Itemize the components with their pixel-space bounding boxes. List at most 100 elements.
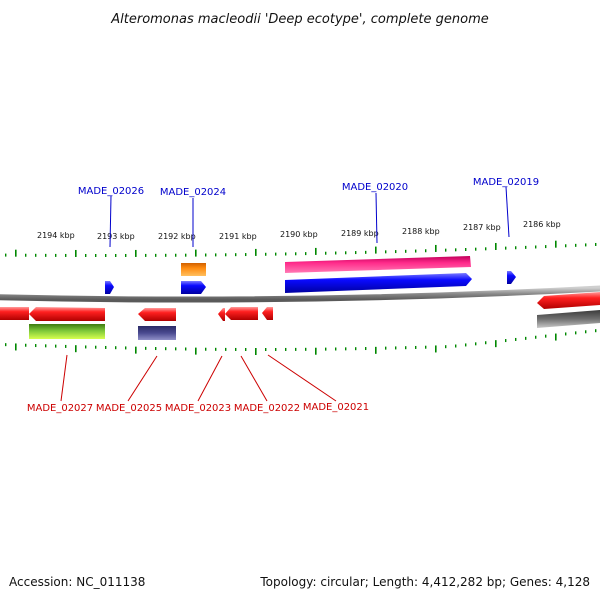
minor-tick (65, 253, 67, 257)
accession-text: Accession: NC_011138 (9, 575, 145, 589)
feature-block[interactable] (181, 263, 206, 276)
minor-tick (595, 329, 597, 333)
gene-arrow[interactable] (29, 307, 105, 321)
minor-tick (545, 334, 547, 338)
scale-labels: 2194 kbp 2193 kbp 2192 kbp 2191 kbp 2190… (37, 220, 561, 241)
minor-tick (575, 331, 577, 335)
minor-tick (565, 332, 567, 336)
minor-tick (35, 253, 37, 257)
minor-tick (5, 253, 7, 257)
scale-label: 2194 kbp (37, 231, 75, 240)
scale-label: 2188 kbp (402, 227, 440, 236)
minor-tick (525, 336, 527, 340)
minor-tick (355, 347, 357, 351)
genome-backbone (0, 285, 600, 303)
minor-tick (295, 252, 297, 256)
minor-tick (345, 347, 347, 351)
minor-tick (425, 345, 427, 349)
gene-arrow[interactable] (262, 307, 273, 320)
minor-tick (45, 344, 47, 348)
minor-tick (185, 253, 187, 257)
major-tick (75, 249, 77, 257)
gene-arrow[interactable] (537, 292, 600, 309)
gene-arrow[interactable] (285, 273, 472, 293)
gene-arrow[interactable] (225, 307, 258, 320)
minor-tick (325, 347, 327, 351)
gene-label-made-02021[interactable]: MADE_02021 (303, 402, 369, 413)
minor-tick (445, 248, 447, 252)
minor-tick (215, 347, 217, 351)
major-tick (315, 247, 317, 255)
scale-label: 2186 kbp (523, 220, 561, 229)
gene-label-made-02027[interactable]: MADE_02027 (27, 403, 93, 414)
minor-tick (295, 347, 297, 351)
gene-label-made-02022[interactable]: MADE_02022 (234, 403, 300, 414)
feature-block[interactable] (138, 326, 176, 340)
minor-tick (265, 347, 267, 351)
minor-tick (305, 252, 307, 256)
minor-tick (535, 335, 537, 339)
minor-tick (245, 347, 247, 351)
gene-arrow[interactable] (218, 308, 225, 321)
minor-tick (215, 253, 217, 257)
minor-tick (95, 253, 97, 257)
minor-tick (145, 346, 147, 350)
minor-tick (235, 253, 237, 257)
minor-tick (545, 245, 547, 249)
gene-arrow[interactable] (138, 308, 176, 321)
gene-label-made-02026[interactable]: MADE_02026 (78, 186, 144, 197)
minor-tick (85, 253, 87, 257)
gene-label-made-02019[interactable]: MADE_02019 (473, 177, 539, 188)
minor-tick (475, 342, 477, 346)
minor-tick (535, 245, 537, 249)
major-tick (15, 343, 17, 351)
minor-tick (505, 339, 507, 343)
gene-arrow[interactable] (181, 281, 206, 294)
label-leader-line (267, 354, 337, 402)
minor-tick (575, 243, 577, 247)
topology-summary-text: Topology: circular; Length: 4,412,282 bp… (259, 575, 590, 589)
minor-tick (305, 347, 307, 351)
feature-block[interactable] (537, 310, 600, 328)
minor-tick (285, 252, 287, 256)
minor-tick (265, 252, 267, 256)
minor-tick (115, 253, 117, 257)
label-leader-line (375, 192, 378, 244)
minor-tick (465, 343, 467, 347)
top-gene-labels: MADE_02026 MADE_02024 MADE_02020 MADE_02… (78, 177, 539, 248)
minor-tick (455, 248, 457, 252)
minor-tick (515, 246, 517, 250)
feature-block[interactable] (285, 256, 471, 273)
gene-label-made-02025[interactable]: MADE_02025 (96, 403, 162, 414)
gene-label-made-02023[interactable]: MADE_02023 (165, 403, 231, 414)
minor-tick (55, 253, 57, 257)
minor-tick (155, 253, 157, 257)
scale-label: 2193 kbp (97, 232, 135, 241)
major-tick (555, 333, 557, 341)
gene-label-made-02020[interactable]: MADE_02020 (342, 182, 408, 193)
gene-label-made-02024[interactable]: MADE_02024 (160, 187, 226, 198)
minor-tick (335, 251, 337, 255)
minor-tick (125, 346, 127, 350)
feature-block[interactable] (29, 324, 105, 339)
bottom-gene-labels: MADE_02027 MADE_02025 MADE_02023 MADE_02… (27, 354, 369, 414)
scale-label: 2190 kbp (280, 230, 318, 239)
label-leader-line (127, 355, 158, 402)
gene-arrow[interactable] (105, 281, 114, 294)
gene-arrow[interactable] (507, 271, 516, 284)
minor-tick (115, 346, 117, 350)
minor-tick (85, 345, 87, 349)
minor-tick (355, 251, 357, 255)
major-tick (15, 249, 17, 257)
scale-label: 2192 kbp (158, 232, 196, 241)
major-tick (435, 345, 437, 353)
minor-tick (205, 253, 207, 257)
map-title: Alteromonas macleodii 'Deep ecotype', co… (110, 12, 488, 27)
minor-tick (405, 346, 407, 350)
gene-arrow[interactable] (0, 307, 29, 320)
minor-tick (515, 337, 517, 341)
minor-tick (365, 250, 367, 254)
minor-tick (395, 346, 397, 350)
